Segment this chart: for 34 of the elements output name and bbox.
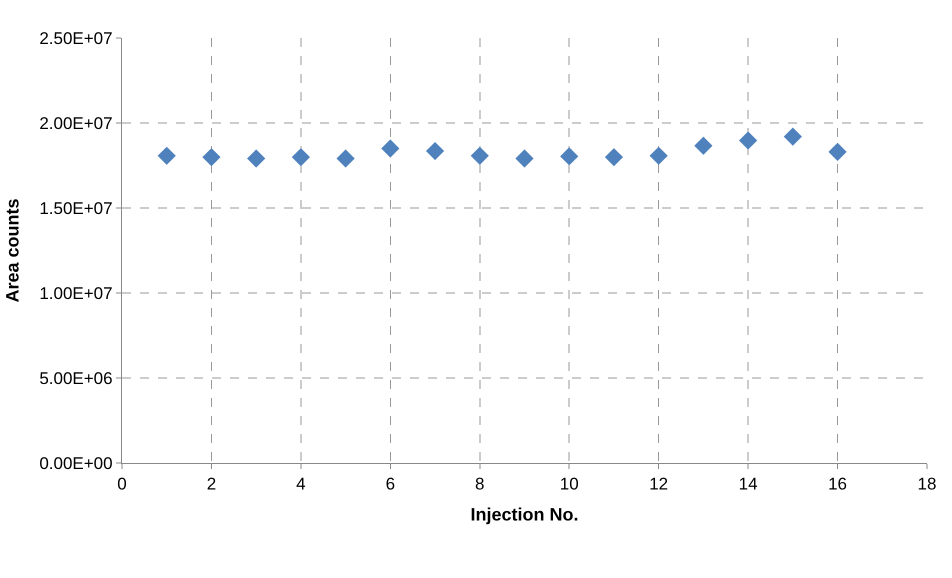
x-tick-label: 0 — [117, 474, 127, 494]
x-tick-label: 18 — [918, 474, 936, 494]
x-tick-label: 16 — [828, 474, 848, 494]
y-tick-label: 2.50E+07 — [39, 28, 113, 48]
y-tick-label: 2.00E+07 — [39, 114, 113, 133]
point — [470, 146, 489, 165]
point — [426, 142, 444, 160]
point — [247, 149, 266, 168]
point — [784, 128, 802, 146]
point — [158, 146, 176, 165]
point — [739, 131, 758, 150]
x-tick-label: 8 — [475, 474, 485, 494]
y-tick-label: 1.00E+07 — [39, 284, 113, 303]
y-tick-label: 5.00E+06 — [39, 368, 113, 388]
point — [650, 146, 668, 165]
point — [202, 148, 221, 166]
point — [694, 136, 712, 155]
point — [336, 149, 355, 168]
x-tick-label: 10 — [560, 474, 579, 494]
y-axis-title: Area counts — [2, 198, 23, 303]
point — [604, 148, 624, 166]
point — [515, 149, 534, 168]
x-tick-label: 4 — [296, 474, 306, 494]
point — [381, 139, 400, 158]
point — [292, 148, 310, 166]
y-tick-label: 1.50E+07 — [39, 198, 113, 218]
point — [828, 142, 847, 161]
x-tick-label: 12 — [649, 474, 668, 494]
x-axis-title: Injection No. — [470, 504, 578, 524]
x-tick-label: 6 — [386, 474, 396, 494]
point — [560, 147, 578, 166]
y-tick-label: 0.00E+00 — [39, 454, 113, 473]
x-tick-label: 2 — [206, 474, 216, 494]
x-tick-label: 14 — [738, 474, 758, 494]
